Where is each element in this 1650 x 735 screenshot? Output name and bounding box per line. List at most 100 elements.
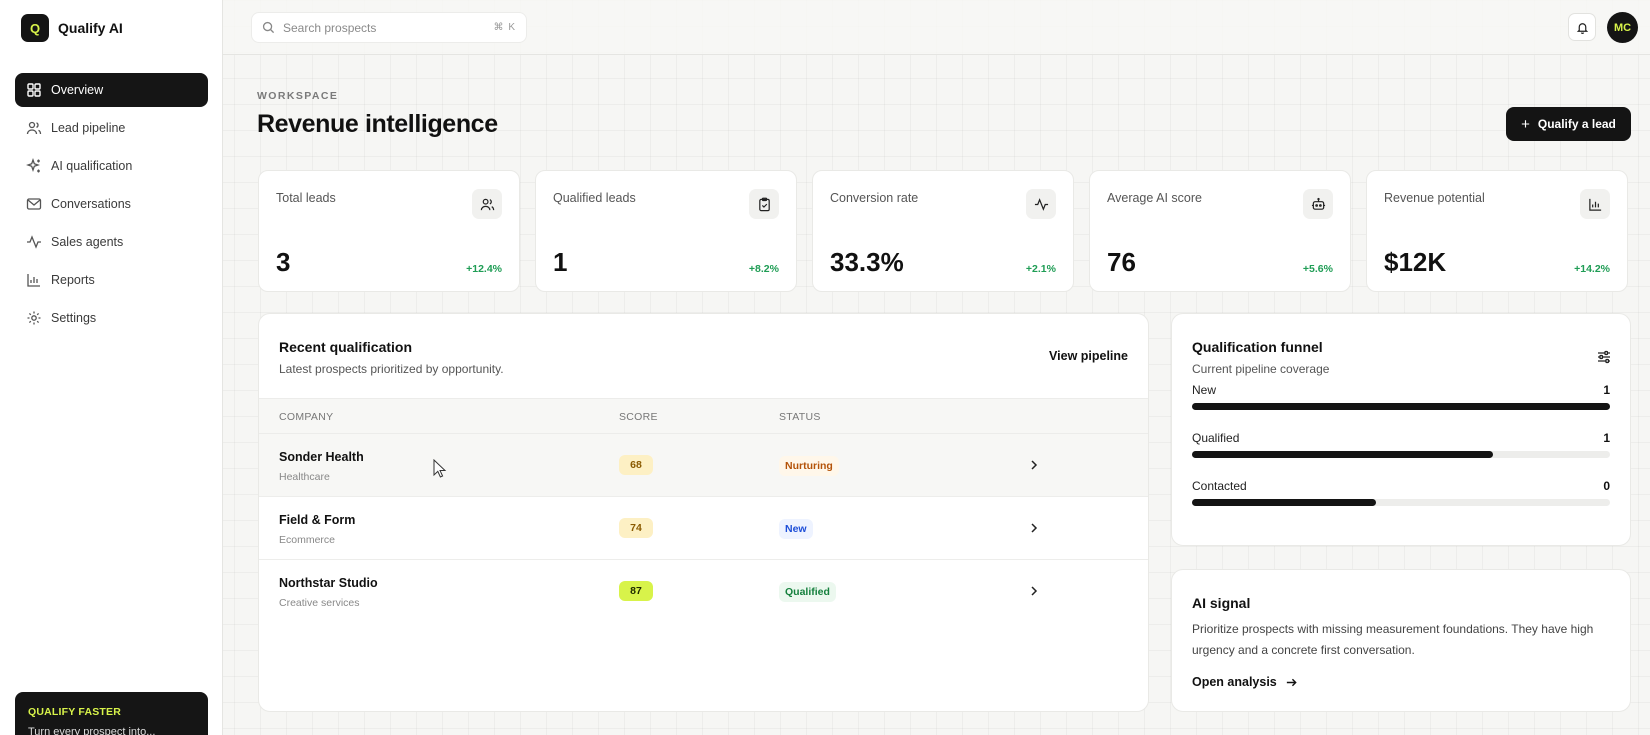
signal-text: Prioritize prospects with missing measur…: [1192, 622, 1594, 657]
mail-icon: [26, 196, 42, 212]
mouse-cursor-icon: [433, 459, 447, 479]
notifications-button[interactable]: [1568, 13, 1596, 41]
stat-label: Conversion rate: [830, 191, 919, 205]
bar-chart-icon: [1580, 189, 1610, 219]
sidebar-item-overview[interactable]: Overview: [15, 73, 208, 107]
stage-count: 1: [1603, 431, 1610, 445]
stat-delta: +12.4%: [466, 263, 502, 275]
table-header: COMPANY SCORE STATUS: [259, 398, 1148, 434]
stage-progress-track: [1192, 451, 1610, 458]
chevron-right-icon[interactable]: [1027, 458, 1041, 472]
brand-logo: Q: [21, 14, 49, 42]
bell-icon: [1576, 21, 1589, 34]
column-header-company[interactable]: COMPANY: [279, 411, 334, 423]
view-pipeline-link[interactable]: View pipeline: [1049, 349, 1128, 363]
score-badge: 74: [619, 518, 653, 538]
page-title: Revenue intelligence: [257, 110, 498, 138]
promo-card: QUALIFY FASTER Turn every prospect into.…: [15, 692, 208, 735]
stat-card-average-ai-score: Average AI score 76 +5.6%: [1089, 170, 1351, 292]
activity-icon: [1026, 189, 1056, 219]
users-icon: [472, 189, 502, 219]
sidebar-item-label: Sales agents: [51, 235, 124, 249]
stat-delta: +5.6%: [1302, 263, 1333, 275]
promo-text: Turn every prospect into...: [28, 726, 156, 735]
users-icon: [26, 120, 42, 136]
stat-delta: +2.1%: [1025, 263, 1056, 275]
open-analysis-link[interactable]: Open analysis: [1192, 675, 1298, 689]
stat-delta: +14.2%: [1574, 263, 1610, 275]
table-row[interactable]: Northstar Studio Creative services 87 Qu…: [259, 560, 1148, 623]
topbar: ⌘ K MC: [223, 0, 1650, 55]
stat-card-conversion-rate: Conversion rate 33.3% +2.1%: [812, 170, 1074, 292]
gear-icon: [26, 310, 42, 326]
status-badge: New: [779, 519, 813, 539]
stat-card-revenue-potential: Revenue potential $12K +14.2%: [1366, 170, 1628, 292]
stage-progress-fill: [1192, 499, 1376, 506]
stage-label: Contacted: [1192, 479, 1247, 493]
plus-icon: +: [1521, 115, 1530, 133]
stage-progress-fill: [1192, 403, 1610, 410]
table-row[interactable]: Field & Form Ecommerce 74 New: [259, 497, 1148, 560]
table-row[interactable]: Sonder Health Healthcare 68 Nurturing: [259, 434, 1148, 497]
brand[interactable]: Q Qualify AI: [21, 14, 123, 42]
stage-count: 1: [1603, 383, 1610, 397]
sliders-icon[interactable]: [1596, 349, 1612, 365]
brand-name: Qualify AI: [58, 20, 123, 36]
sidebar: Q Qualify AI Overview Lead pipeline AI q…: [0, 0, 223, 735]
sidebar-item-lead-pipeline[interactable]: Lead pipeline: [15, 111, 208, 145]
stage-label: New: [1192, 383, 1217, 397]
stat-label: Total leads: [276, 191, 336, 205]
stage-progress-track: [1192, 403, 1610, 410]
stat-delta: +8.2%: [748, 263, 779, 275]
search-shortcut: ⌘ K: [493, 22, 516, 33]
sidebar-item-label: Lead pipeline: [51, 121, 126, 135]
company-industry: Ecommerce: [279, 534, 336, 546]
column-header-status[interactable]: STATUS: [779, 411, 821, 423]
qualify-lead-label: Qualify a lead: [1537, 117, 1616, 131]
chevron-right-icon[interactable]: [1027, 584, 1041, 598]
funnel-stage-contacted: Contacted 0: [1192, 479, 1610, 519]
search-box[interactable]: ⌘ K: [251, 12, 527, 43]
search-icon: [262, 21, 275, 34]
stat-card-total-leads: Total leads 3 +12.4%: [258, 170, 520, 292]
status-badge: Qualified: [779, 582, 836, 602]
stat-card-qualified-leads: Qualified leads 1 +8.2%: [535, 170, 797, 292]
score-badge: 87: [619, 581, 653, 601]
stat-label: Revenue potential: [1384, 191, 1485, 205]
arrow-right-icon: [1285, 676, 1298, 689]
bar-chart-icon: [26, 272, 42, 288]
sidebar-item-settings[interactable]: Settings: [15, 301, 208, 335]
card-title: Recent qualification: [279, 339, 413, 355]
page-eyebrow: WORKSPACE: [257, 90, 339, 102]
stat-value: $12K: [1384, 247, 1447, 277]
stats-row: Total leads 3 +12.4% Qualified leads 1 +…: [258, 170, 1628, 292]
grid-icon: [26, 82, 42, 98]
qualify-lead-button[interactable]: + Qualify a lead: [1506, 107, 1631, 141]
card-subtitle: Latest prospects prioritized by opportun…: [279, 362, 504, 376]
sidebar-item-reports[interactable]: Reports: [15, 263, 208, 297]
open-analysis-label: Open analysis: [1192, 675, 1277, 689]
stage-count: 0: [1603, 479, 1610, 493]
avatar[interactable]: MC: [1607, 12, 1638, 43]
chevron-right-icon[interactable]: [1027, 521, 1041, 535]
sidebar-item-ai-qualification[interactable]: AI qualification: [15, 149, 208, 183]
column-header-score[interactable]: SCORE: [619, 411, 658, 423]
stat-label: Qualified leads: [553, 191, 636, 205]
stat-value: 33.3%: [830, 247, 904, 277]
search-input[interactable]: [283, 20, 494, 35]
funnel-stage-qualified: Qualified 1: [1192, 431, 1610, 471]
card-title: AI signal: [1192, 595, 1251, 611]
ai-signal-card: AI signal Prioritize prospects with miss…: [1171, 569, 1631, 712]
sidebar-item-label: AI qualification: [51, 159, 133, 173]
sidebar-item-conversations[interactable]: Conversations: [15, 187, 208, 221]
stage-progress-track: [1192, 499, 1610, 506]
sparkles-icon: [26, 158, 42, 174]
sidebar-item-label: Reports: [51, 273, 95, 287]
stage-progress-fill: [1192, 451, 1493, 458]
sidebar-item-sales-agents[interactable]: Sales agents: [15, 225, 208, 259]
sidebar-item-label: Settings: [51, 311, 97, 325]
status-badge: Nurturing: [779, 456, 839, 476]
stat-value: 1: [553, 247, 568, 277]
stat-label: Average AI score: [1107, 191, 1202, 205]
stage-label: Qualified: [1192, 431, 1240, 445]
